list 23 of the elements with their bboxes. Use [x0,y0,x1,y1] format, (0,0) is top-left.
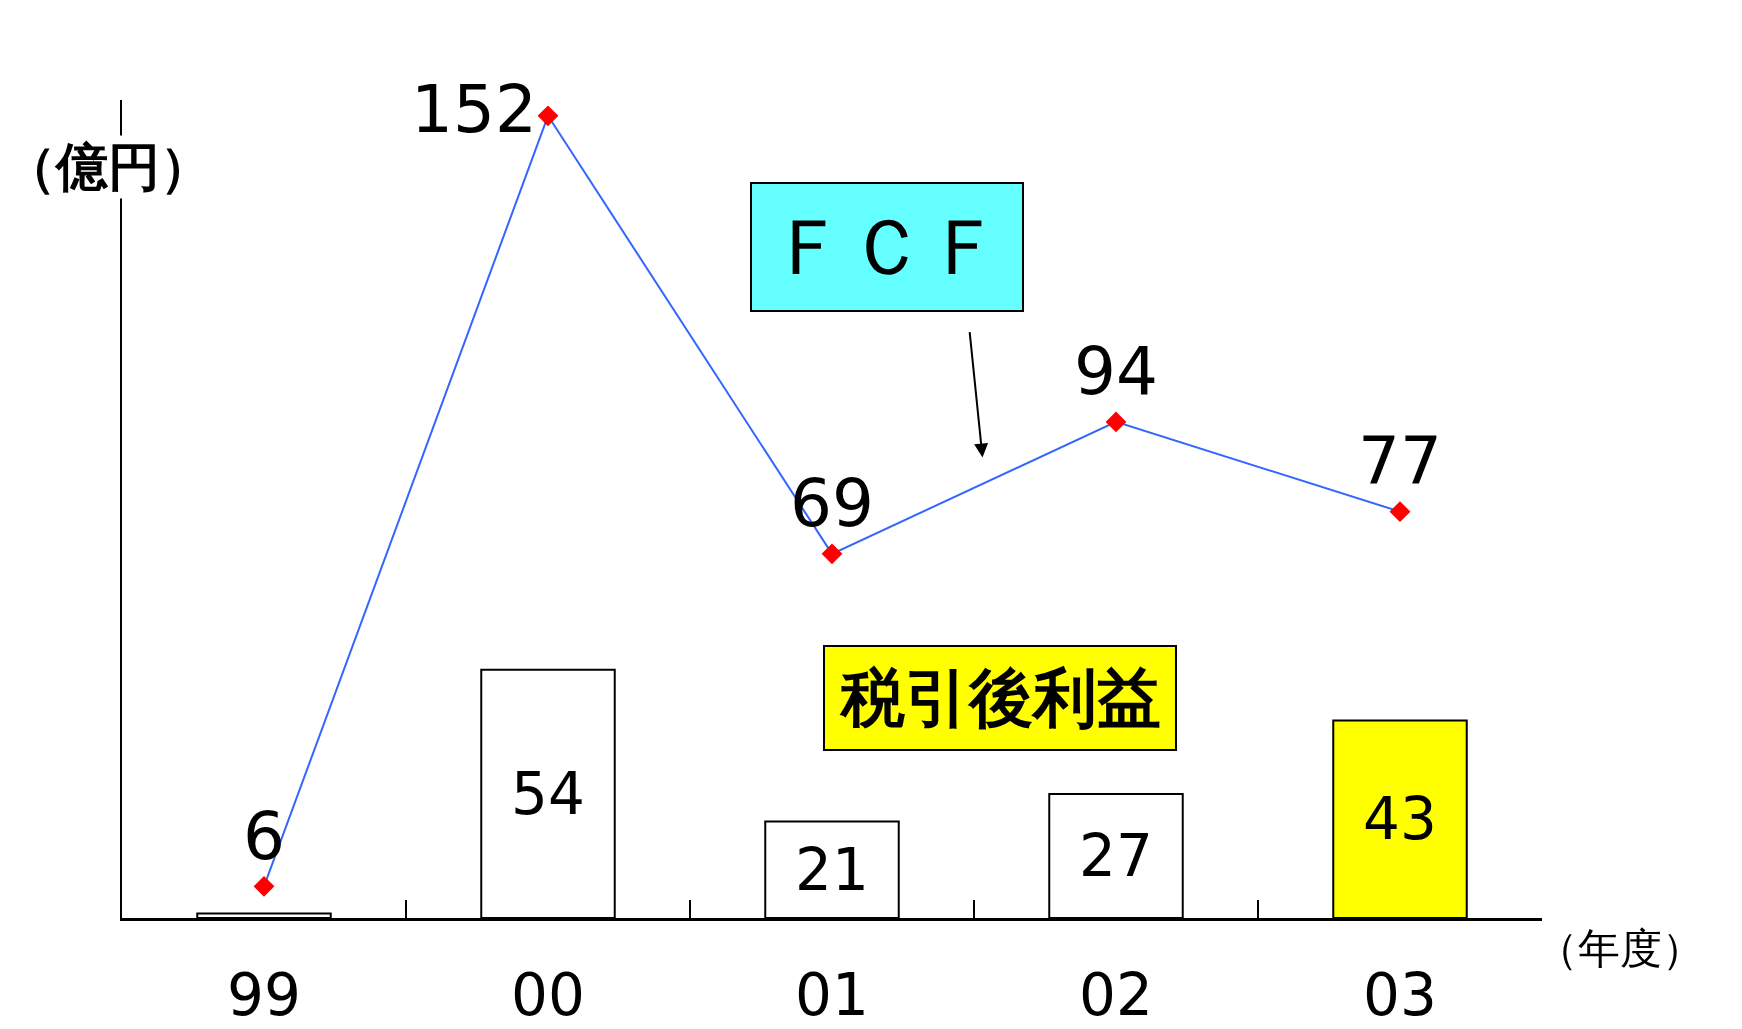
point [253,875,275,897]
series-label: ＦＣＦ [770,202,1004,292]
x-axis-title: （年度） [1536,924,1704,973]
data-label: 6 [243,797,285,875]
y-axis-title: （億円） [4,137,212,197]
data-label: 152 [411,71,537,149]
data-label: 69 [790,465,874,543]
point [1389,501,1411,523]
data-label: 94 [1074,333,1158,411]
point [821,543,843,565]
x-tick-label: 01 [795,960,869,1029]
data-label: 54 [511,759,585,828]
x-tick-label: 03 [1363,960,1437,1029]
point [1105,411,1127,433]
data-label: 77 [1358,423,1442,501]
data-label: 43 [1363,785,1437,854]
data-label: 21 [795,835,869,904]
x-tick-label: 02 [1079,960,1153,1029]
x-tick-label: 99 [227,960,301,1029]
x-tick-label: 00 [511,960,585,1029]
data-label: 27 [1079,821,1153,890]
point [537,105,559,127]
series-label: 税引後利益 [839,661,1161,735]
